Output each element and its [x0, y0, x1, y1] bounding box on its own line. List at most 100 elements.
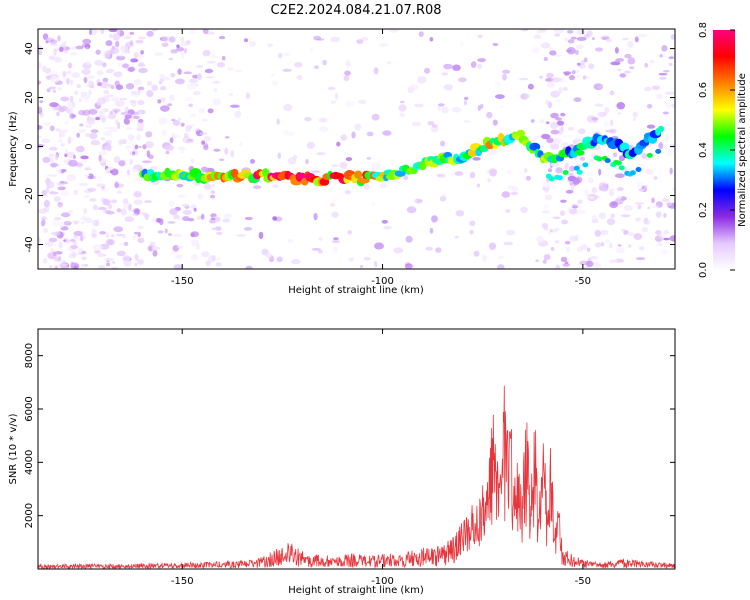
spectrogram-cell	[469, 229, 474, 235]
spectrogram-cell	[92, 205, 99, 211]
spectrogram-cell	[94, 59, 104, 66]
spectrogram-cell	[69, 79, 74, 86]
spectrogram-cell	[591, 214, 598, 222]
spectrogram-cell	[70, 261, 75, 268]
spectrogram-cell	[615, 58, 625, 62]
spectrogram-cell	[569, 208, 578, 215]
spectrogram-cell	[80, 91, 88, 96]
spectrogram-cell	[571, 204, 579, 209]
spectrogram-cell	[152, 250, 158, 257]
spectrogram-cell	[633, 233, 643, 240]
spectrogram-cell	[131, 101, 137, 108]
spectrogram-cell	[543, 57, 548, 61]
spectrogram-cell	[58, 129, 69, 133]
spectrogram-cell	[129, 111, 139, 116]
spectrogram-cell	[542, 259, 547, 264]
spectrogram-cell	[53, 48, 57, 56]
spectrogram-cell	[189, 29, 197, 35]
spectrogram-cell	[103, 130, 113, 136]
spectrogram-cell	[503, 241, 514, 246]
spectrogram-cell	[437, 103, 445, 107]
spectrogram-cell	[511, 186, 519, 192]
spectrogram-cell	[49, 39, 58, 44]
spectrogram-cell	[115, 100, 125, 107]
snr-frame	[37, 328, 676, 570]
spectrogram-cell	[502, 69, 511, 74]
spectrogram-cell	[383, 226, 392, 230]
spectrogram-cell	[216, 231, 223, 236]
spectrogram-cell	[95, 49, 101, 55]
spectrogram-cell	[47, 174, 57, 177]
spectrogram-cell	[541, 210, 550, 214]
spectrogram-cell	[569, 165, 576, 172]
spectrogram-cell	[67, 136, 74, 142]
spectrogram-cell	[656, 93, 663, 100]
spectrogram-cell	[212, 80, 220, 84]
spectrogram-cell	[144, 213, 149, 221]
spectrogram-cell	[340, 134, 347, 141]
spectrogram-cell	[66, 174, 76, 182]
spectrogram-cell	[649, 60, 655, 64]
spectrogram-cell	[59, 180, 65, 184]
spectrogram-cell	[276, 118, 280, 125]
spectrogram-cell	[436, 174, 443, 177]
spectrogram-cell	[570, 36, 577, 40]
spectrogram-cell	[536, 236, 544, 243]
spectrogram-cell	[521, 29, 529, 32]
spectrogram-cell	[102, 77, 109, 83]
spectrogram-cell	[97, 252, 104, 258]
spectrogram-cell	[81, 221, 85, 225]
spectrogram-cell	[129, 31, 135, 35]
spectrogram-frame	[37, 28, 676, 270]
spectrogram-cell	[609, 128, 617, 134]
spectrogram-cell	[572, 177, 580, 185]
spectrogram-cell	[203, 144, 209, 151]
spectrogram-cell	[574, 209, 584, 215]
snr-series	[38, 385, 675, 569]
spectrogram-cell	[170, 49, 179, 54]
spectrogram-cell	[406, 206, 417, 214]
spectrogram-cell	[492, 43, 499, 46]
spectrogram-cell	[113, 226, 123, 233]
spectrogram-cell	[451, 107, 462, 113]
spectrogram-cell	[619, 155, 625, 162]
spectrogram-cell	[171, 118, 176, 122]
spectrogram-cell	[224, 147, 229, 155]
spectrogram-cell	[82, 214, 86, 221]
spectrogram-ridge-cell	[261, 168, 270, 178]
spectrogram-cell	[197, 73, 202, 81]
spectrogram-cell	[48, 153, 55, 158]
spectrogram-cell	[133, 52, 139, 59]
spectrogram-cell	[88, 173, 94, 180]
spectrogram-cell	[109, 126, 119, 133]
spectrogram-cell	[624, 53, 632, 59]
spectrogram-cell	[204, 68, 214, 74]
spectrogram-cell	[539, 119, 545, 124]
spectrogram-cell	[626, 232, 635, 236]
spectrogram-cell	[319, 126, 329, 132]
spectrogram-cell	[641, 152, 648, 159]
spectrogram-cell	[132, 234, 137, 240]
spectrogram-ytick-label: 20	[24, 91, 35, 104]
spectrogram-cell	[211, 227, 218, 231]
spectrogram-cell	[403, 175, 409, 181]
spectrogram-cell	[61, 212, 71, 218]
spectrogram-cell	[61, 190, 70, 197]
spectrogram-cell	[130, 58, 139, 63]
spectrogram-ridge-cell	[596, 156, 603, 162]
spectrogram-cell	[136, 134, 141, 141]
spectrogram-cell	[65, 239, 71, 244]
spectrogram-cell	[41, 219, 46, 227]
spectrogram-cell	[282, 68, 292, 72]
snr-xtick-label: -100	[371, 576, 394, 587]
spectrogram-cell	[664, 91, 675, 95]
spectrogram-cell	[165, 150, 170, 155]
spectrogram-cell	[164, 228, 168, 234]
spectrogram-cell	[38, 125, 43, 130]
spectrogram-cell	[546, 137, 554, 144]
spectrogram-cell	[146, 30, 154, 37]
spectrogram-cell	[38, 135, 42, 139]
spectrogram-cell	[103, 51, 111, 60]
spectrogram-cell	[128, 140, 138, 146]
spectrogram-cell	[114, 181, 119, 189]
